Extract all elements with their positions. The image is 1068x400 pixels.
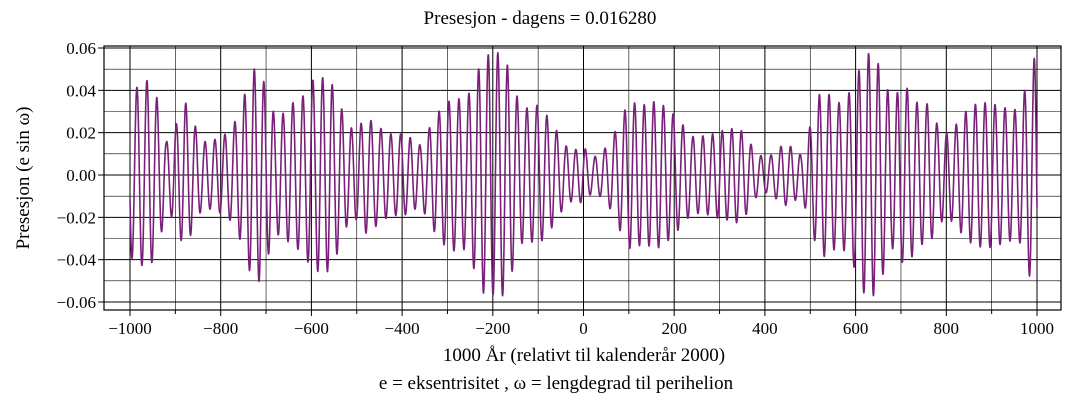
series-layer <box>129 52 1038 297</box>
series-line-precession <box>129 52 1038 297</box>
x-tick-label: 200 <box>661 319 687 338</box>
x-tick-label: 400 <box>752 319 778 338</box>
x-axis-note: e = eksentrisitet , ω = lengdegrad til p… <box>379 373 734 394</box>
x-tick-label: 1000 <box>1020 319 1054 338</box>
y-tick-label: 0.06 <box>66 39 96 58</box>
y-axis-ticks: −0.06 −0.04 −0.02 0.00 0.02 0.04 0.06 <box>57 39 104 312</box>
y-tick-label: 0.04 <box>66 81 96 100</box>
x-tick-label: −1000 <box>108 319 152 338</box>
y-tick-label: −0.02 <box>57 208 96 227</box>
x-tick-label: 800 <box>934 319 960 338</box>
chart-title: Presesjon - dagens = 0.016280 <box>424 8 657 29</box>
x-axis-ticks: −1000 −800 −600 −400 −200 0 200 400 600 800 1000 <box>108 310 1054 338</box>
y-tick-label: −0.04 <box>57 251 97 270</box>
y-axis-label: Presesjon (e sin ω) <box>13 107 34 250</box>
x-tick-label: −400 <box>385 319 420 338</box>
grid-lines <box>104 46 1061 310</box>
y-tick-label: 0.00 <box>66 166 96 185</box>
x-axis-label: 1000 År (relativt til kalenderår 2000) <box>443 345 725 366</box>
x-tick-label: −200 <box>475 319 510 338</box>
x-tick-label: −800 <box>203 319 238 338</box>
x-tick-label: −600 <box>294 319 329 338</box>
y-tick-label: 0.02 <box>66 124 96 143</box>
x-tick-label: 600 <box>843 319 869 338</box>
y-tick-label: −0.06 <box>57 293 96 312</box>
x-tick-label: 0 <box>579 319 588 338</box>
plot-frame <box>103 45 1062 311</box>
